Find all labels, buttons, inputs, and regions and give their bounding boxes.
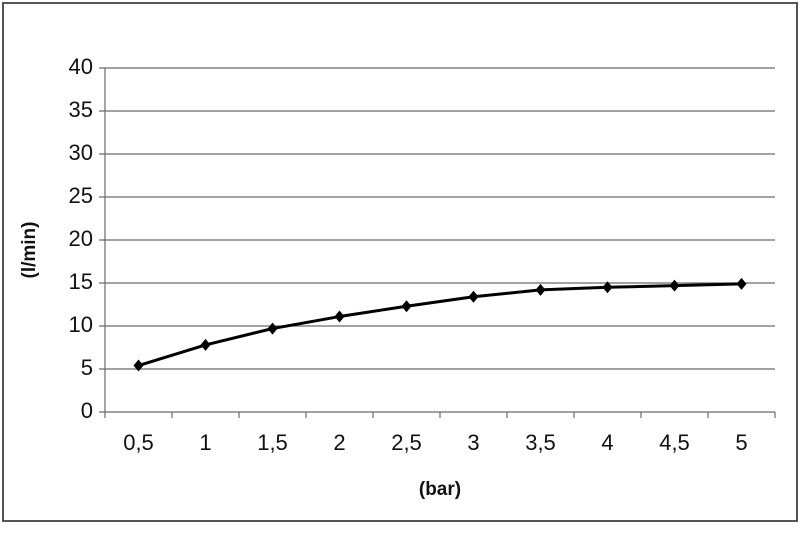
marker (736, 277, 747, 290)
x-tick-label: 2 (333, 430, 345, 455)
y-tick-label: 30 (69, 140, 93, 165)
marker (669, 279, 680, 292)
y-tick-label: 0 (81, 398, 93, 423)
x-tick-label: 0,5 (123, 430, 154, 455)
x-tick-label: 5 (735, 430, 747, 455)
frame (2, 2, 798, 522)
marker (401, 300, 412, 313)
x-axis-label: (bar) (419, 479, 461, 500)
x-tick-label: 1 (199, 430, 211, 455)
y-tick-label: 25 (69, 183, 93, 208)
y-tick-label: 15 (69, 269, 93, 294)
y-tick-label: 35 (69, 97, 93, 122)
x-tick-label: 3,5 (525, 430, 556, 455)
x-tick-label: 3 (467, 430, 479, 455)
y-axis-label: (l/min) (19, 222, 40, 279)
line (138, 282, 742, 367)
marker (468, 290, 479, 303)
marker (535, 283, 546, 296)
marker (133, 359, 144, 372)
marker (334, 310, 345, 323)
x-tick-label: 4,5 (659, 430, 690, 455)
marker (602, 281, 613, 294)
y-tick-label: 40 (69, 54, 93, 79)
x-tick-label: 4 (601, 430, 613, 455)
y-tick-label: 5 (81, 355, 93, 380)
y-tick-label: 10 (69, 312, 93, 337)
marker (200, 338, 211, 351)
x-tick-label: 1,5 (257, 430, 288, 455)
marker (267, 322, 278, 335)
x-tick-label: 2,5 (391, 430, 422, 455)
y-tick-label: 20 (69, 226, 93, 251)
